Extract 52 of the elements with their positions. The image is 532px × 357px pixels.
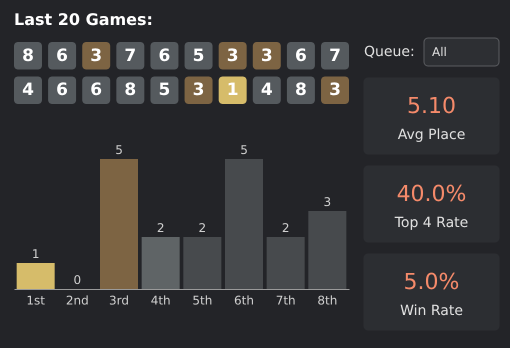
data-label: 5	[240, 143, 248, 157]
x-tick-label: 3rd	[109, 294, 129, 308]
data-label: 6	[56, 80, 68, 100]
data-label: 5	[192, 46, 204, 66]
data-label: 3	[90, 46, 102, 66]
x-tick-label: 5th	[192, 294, 212, 308]
bar	[16, 263, 55, 289]
data-label: 6	[158, 46, 170, 66]
data-label: 4	[260, 80, 273, 100]
data-label: 2	[198, 221, 206, 235]
data-label: 0	[74, 273, 82, 287]
data-label: 2	[156, 221, 164, 235]
text: 5.0%	[404, 270, 460, 295]
chart-title: Last 20 Games:	[14, 10, 153, 29]
text: All	[432, 45, 447, 59]
data-label: 6	[90, 80, 102, 100]
data-label: 2	[282, 221, 290, 235]
text: 5.10	[407, 94, 456, 119]
data-label: 6	[294, 46, 307, 66]
bar	[266, 237, 305, 289]
bar	[142, 237, 180, 289]
data-label: 1	[226, 80, 239, 100]
data-label: 8	[22, 46, 34, 66]
data-label: 7	[329, 46, 341, 66]
x-tick-label: 8th	[317, 294, 338, 308]
data-label: 3	[260, 46, 273, 66]
data-label: 7	[124, 46, 136, 66]
text: Queue:	[364, 44, 415, 60]
x-tick-label: 6th	[234, 294, 254, 308]
bar	[100, 159, 138, 289]
data-label: 1	[32, 247, 40, 261]
data-label: 3	[329, 80, 341, 100]
data-label: 8	[294, 80, 307, 100]
data-label: 4	[22, 80, 34, 100]
text: Win Rate	[400, 303, 463, 319]
data-label: 3	[324, 195, 332, 209]
data-label: 6	[56, 46, 68, 66]
bar	[225, 159, 263, 289]
data-label: 5	[158, 80, 170, 100]
data-label: 5	[115, 143, 123, 157]
x-tick-label: 2nd	[66, 294, 89, 308]
x-tick-label: 4th	[150, 294, 171, 308]
data-label: 8	[124, 80, 136, 100]
x-tick-label: 7th	[276, 294, 296, 308]
x-tick-label: 1st	[26, 294, 46, 308]
text: 40.0%	[396, 182, 466, 207]
bar	[308, 211, 346, 289]
text: Avg Place	[398, 127, 466, 143]
bar	[183, 237, 222, 289]
text: Top 4 Rate	[394, 215, 468, 231]
data-label: 3	[226, 46, 239, 66]
data-label: 3	[192, 80, 204, 100]
